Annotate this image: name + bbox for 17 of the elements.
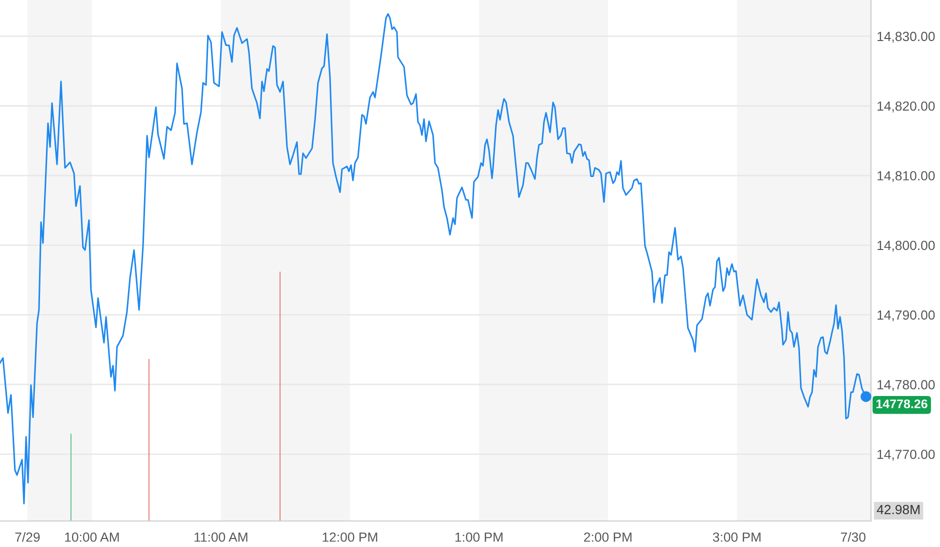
x-tick-label: 1:00 PM: [455, 532, 502, 542]
x-tick-label: 3:00 PM: [712, 532, 760, 542]
x-tick-label: 11:00 AM: [194, 532, 248, 542]
annotation: 14778.26: [876, 399, 928, 408]
x-tick-label: 7/29: [15, 532, 40, 542]
x-tick-label: 10:00 AM: [65, 532, 119, 542]
x-tick-label: 7/30: [840, 532, 866, 542]
y-tick-label: 14,770.00: [878, 450, 935, 461]
y-tick-label: 14,790.00: [878, 310, 935, 322]
y-tick-label: 14,800.00: [878, 240, 935, 252]
x-tick-label: 12:00 PM: [322, 532, 378, 542]
text: 42.98M: [876, 504, 920, 514]
y-tick-label: 14,830.00: [878, 32, 935, 43]
y-tick-label: 14,810.00: [878, 171, 935, 182]
x-tick-label: 2:00 PM: [584, 532, 632, 542]
y-tick-label: 14,780.00: [878, 380, 935, 391]
y-tick-label: 14,820.00: [878, 101, 935, 112]
